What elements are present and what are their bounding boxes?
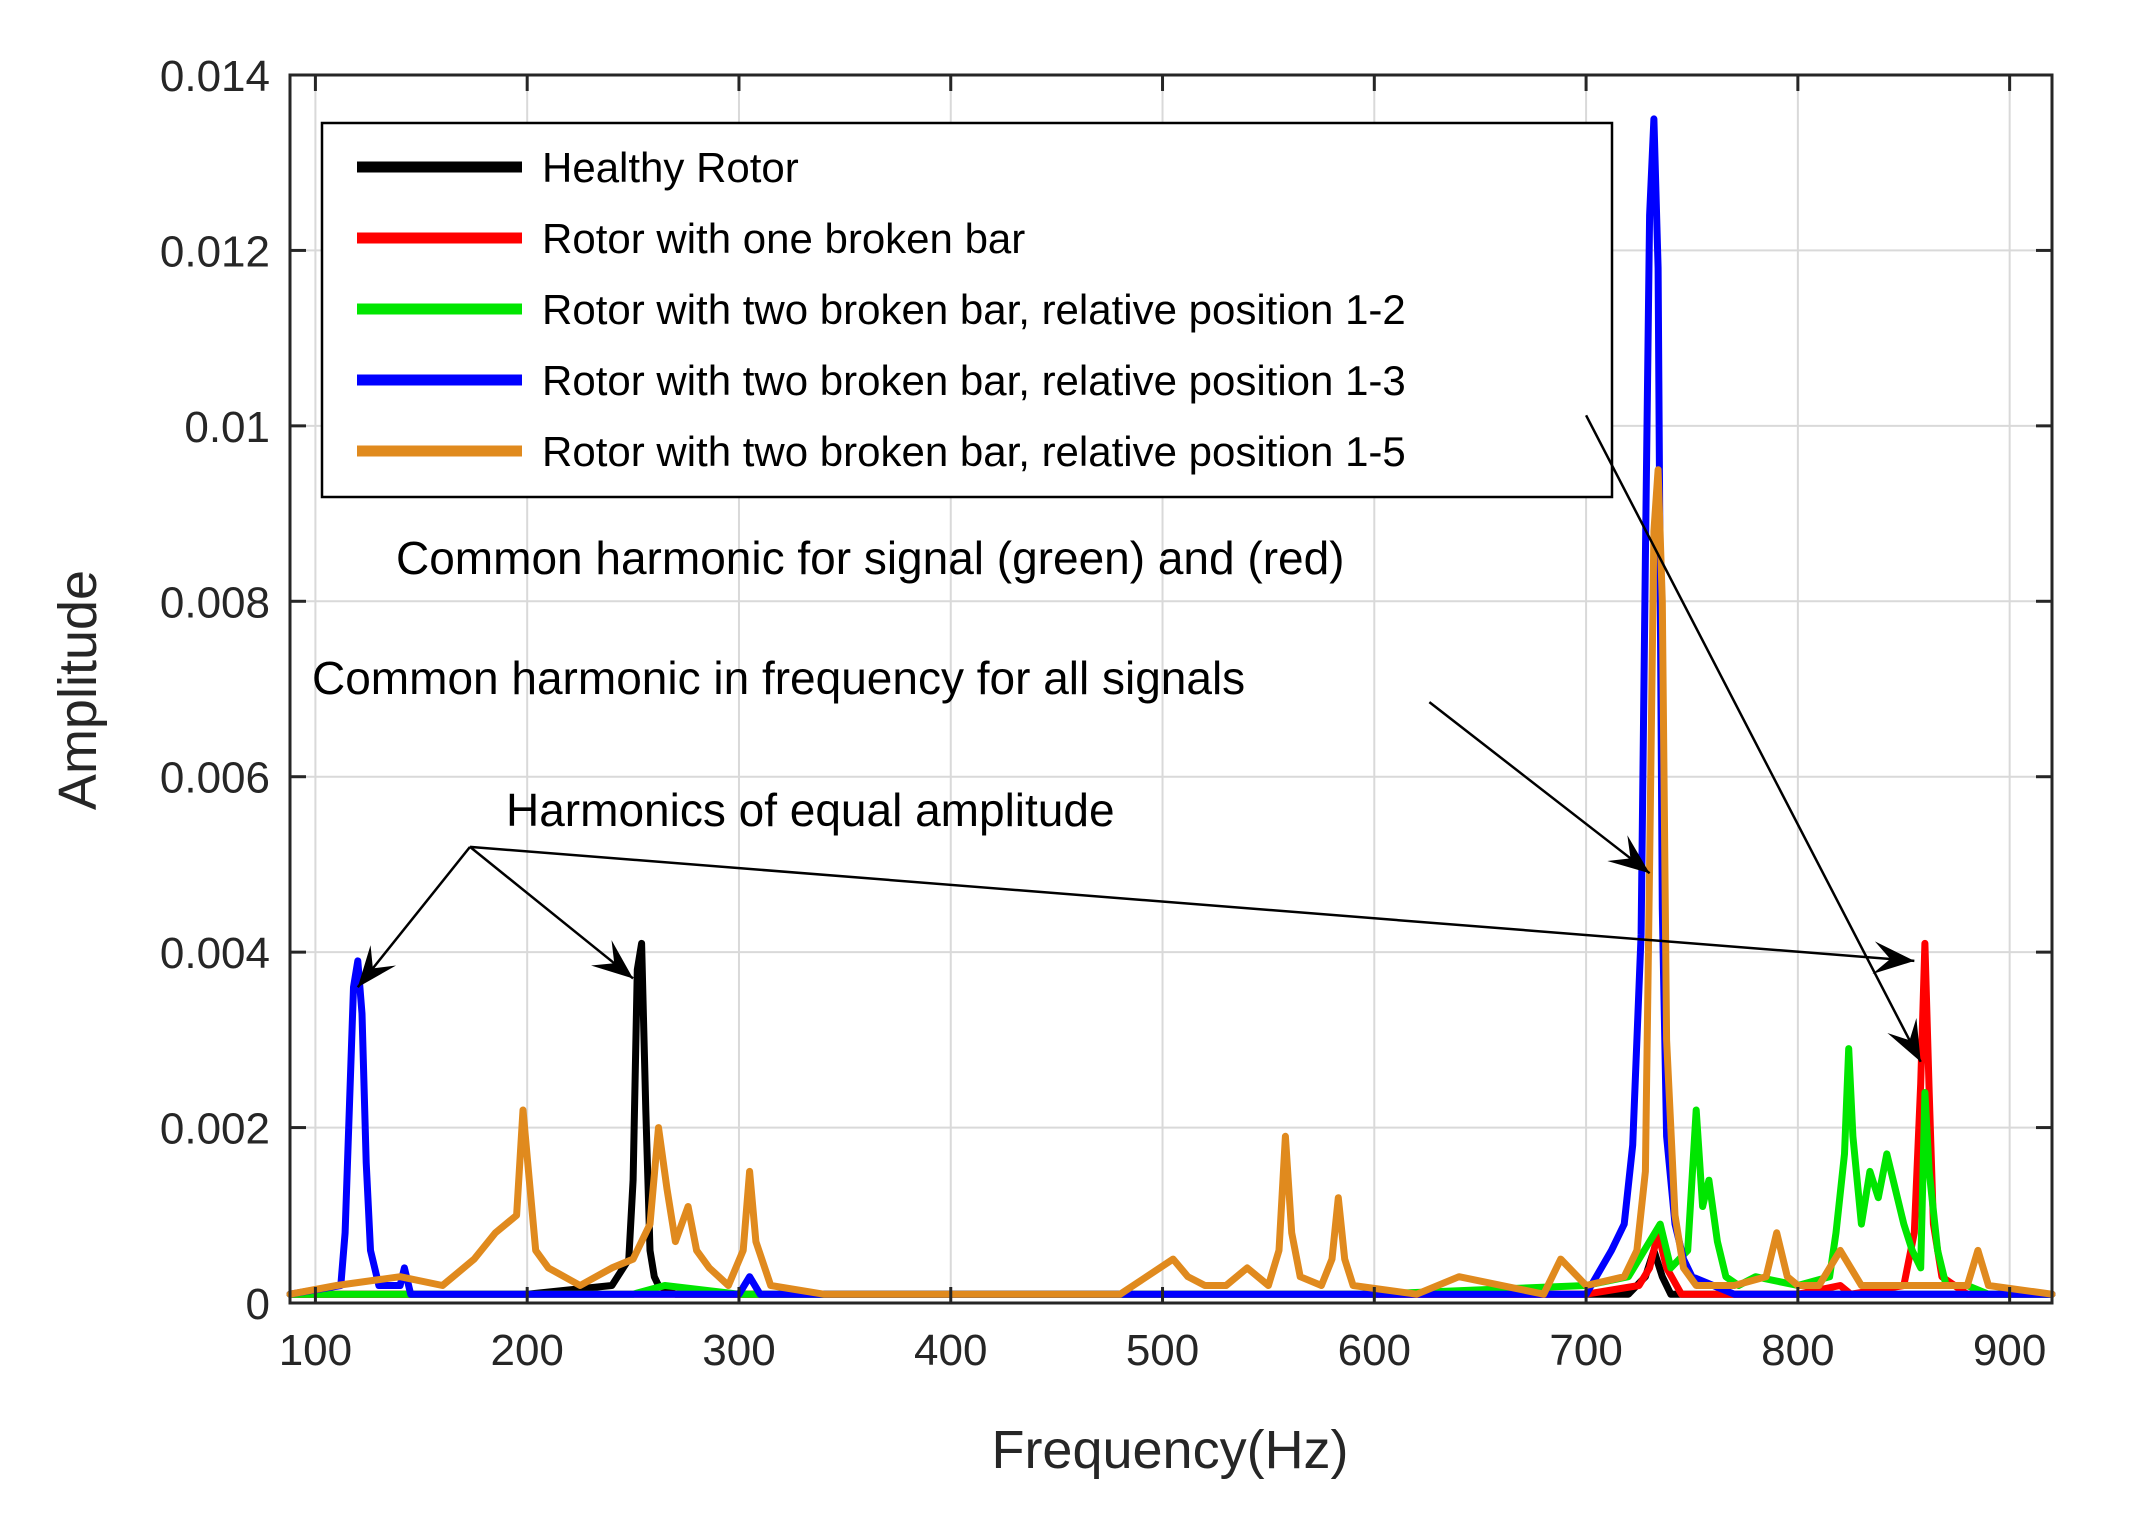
legend-label-position-1-2: Rotor with two broken bar, relative posi… <box>542 286 1406 333</box>
annotation-common-harmonic: Common harmonic in frequency for all sig… <box>312 652 1245 704</box>
x-tick-labels: 100 200 300 400 500 600 700 800 900 <box>279 1326 2047 1375</box>
y-tick-label: 0.004 <box>160 929 270 978</box>
x-tick-label: 400 <box>914 1326 987 1375</box>
annotation-arrowhead <box>1607 835 1650 874</box>
annotation-equal-amplitude: Harmonics of equal amplitude <box>506 784 1115 836</box>
x-tick-label: 300 <box>702 1326 775 1375</box>
plot-frame <box>288 73 2054 1305</box>
ticks <box>290 73 2052 1305</box>
y-tick-label: 0.002 <box>160 1105 270 1154</box>
annotation-arrow-line <box>469 845 1915 963</box>
y-tick-label: 0 <box>246 1280 270 1329</box>
annotation-arrow-line <box>356 846 471 989</box>
annotation-green-red-harmonic: Common harmonic for signal (green) and (… <box>396 532 1345 584</box>
annotation-arrow-line <box>1428 701 1651 875</box>
y-axis-title: Amplitude <box>48 570 108 810</box>
x-tick-label: 700 <box>1549 1326 1622 1375</box>
x-tick-label: 600 <box>1338 1326 1411 1375</box>
annotation-arrowhead <box>357 945 397 988</box>
x-tick-label: 800 <box>1761 1326 1834 1375</box>
y-tick-label: 0.006 <box>160 754 270 803</box>
x-tick-label: 100 <box>279 1326 352 1375</box>
annotation-arrowhead <box>1887 1017 1921 1062</box>
x-axis-title: Frequency(Hz) <box>991 1420 1348 1480</box>
annotations: Common harmonic for signal (green) and (… <box>312 414 1922 1063</box>
legend-label-position-1-3: Rotor with two broken bar, relative posi… <box>542 357 1406 404</box>
legend: Healthy Rotor Rotor with one broken bar … <box>320 121 1614 499</box>
annotation-arrowhead <box>591 940 634 979</box>
annotation-arrow-line <box>1584 414 1922 1063</box>
x-tick-label: 500 <box>1126 1326 1199 1375</box>
y-tick-label: 0.01 <box>184 403 270 452</box>
y-tick-labels: 0 0.002 0.004 0.006 0.008 0.01 0.012 0.014 <box>160 52 270 1329</box>
y-tick-label: 0.008 <box>160 578 270 627</box>
legend-label-one-broken-bar: Rotor with one broken bar <box>542 215 1025 262</box>
x-tick-label: 200 <box>490 1326 563 1375</box>
annotation-arrowhead <box>1872 941 1915 974</box>
legend-label-position-1-5: Rotor with two broken bar, relative posi… <box>542 428 1406 475</box>
annotation-arrows <box>356 414 1922 1063</box>
y-tick-label: 0.014 <box>160 52 270 101</box>
x-tick-label: 900 <box>1973 1326 2046 1375</box>
legend-box <box>320 121 1614 499</box>
y-tick-label: 0.012 <box>160 227 270 276</box>
series-line-4 <box>286 466 2056 1298</box>
legend-label-healthy: Healthy Rotor <box>542 144 799 191</box>
annotation-arrow-line <box>469 845 634 980</box>
